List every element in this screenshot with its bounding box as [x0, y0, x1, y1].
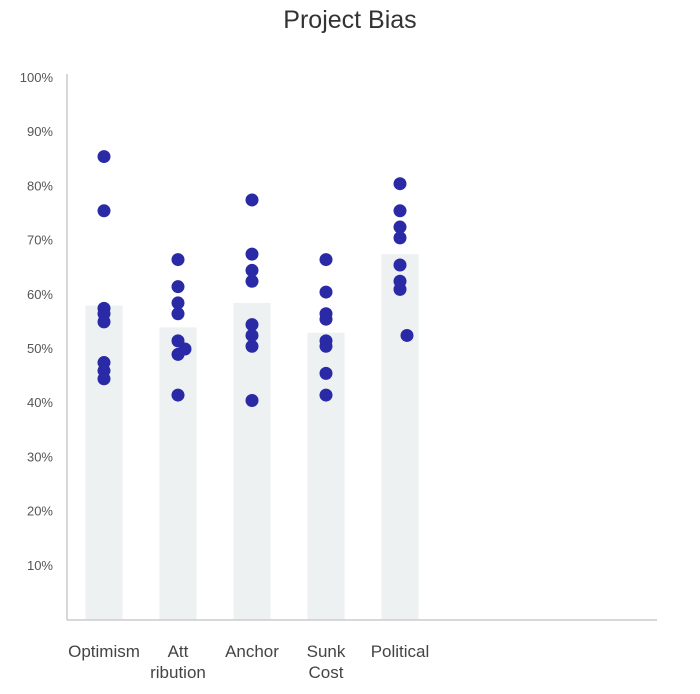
data-point: [245, 193, 259, 207]
data-point: [319, 285, 333, 299]
y-tick-labels: 10% 20% 30% 40% 50% 60% 70% 80% 90% 100%: [20, 70, 54, 573]
data-point: [245, 393, 259, 407]
data-point: [393, 231, 407, 245]
y-tick-label: 10%: [27, 558, 53, 573]
data-point: [319, 253, 333, 267]
data-point: [319, 366, 333, 380]
x-category-label: Anchor: [225, 642, 279, 661]
bar-group: [85, 254, 419, 620]
data-point: [97, 204, 111, 218]
data-point: [97, 150, 111, 164]
data-point: [319, 388, 333, 402]
data-point: [171, 388, 185, 402]
y-tick-label: 40%: [27, 395, 53, 410]
y-tick-label: 20%: [27, 504, 53, 519]
bar: [159, 327, 197, 620]
chart-title: Project Bias: [283, 6, 417, 34]
bar: [233, 302, 271, 620]
x-category-label: Optimism: [68, 642, 140, 661]
data-point: [171, 280, 185, 294]
data-point: [171, 296, 185, 310]
data-point: [393, 258, 407, 272]
data-point: [97, 372, 111, 386]
x-category-label: Cost: [309, 663, 344, 682]
y-tick-label: 100%: [20, 70, 54, 85]
data-point: [245, 339, 259, 353]
data-point: [178, 342, 192, 356]
y-tick-label: 60%: [27, 287, 53, 302]
x-tick-labels: Optimism Att ribution Anchor Sunk Cost Politic…: [68, 642, 429, 682]
data-point: [245, 274, 259, 288]
x-category-label: Political: [371, 642, 430, 661]
data-point: [393, 204, 407, 218]
x-category-label: ribution: [150, 663, 206, 682]
y-tick-label: 50%: [27, 341, 53, 356]
x-category-label: Sunk: [307, 642, 346, 661]
data-point: [245, 247, 259, 261]
y-tick-label: 80%: [27, 178, 53, 193]
data-point: [171, 307, 185, 321]
bar: [85, 305, 123, 620]
data-point: [393, 220, 407, 234]
x-category-label: Att: [168, 642, 189, 661]
bar: [381, 254, 419, 620]
bar: [307, 332, 345, 620]
data-point: [393, 282, 407, 296]
point-group: [97, 150, 414, 407]
data-point: [245, 318, 259, 332]
y-tick-label: 90%: [27, 124, 53, 139]
axes: [66, 74, 657, 621]
data-point: [97, 315, 111, 329]
data-point: [245, 328, 259, 342]
data-point: [245, 263, 259, 277]
data-point: [319, 339, 333, 353]
y-tick-label: 70%: [27, 233, 53, 248]
y-tick-label: 30%: [27, 449, 53, 464]
data-point: [319, 312, 333, 326]
data-point: [393, 177, 407, 191]
data-point: [171, 253, 185, 267]
data-point: [400, 328, 414, 342]
